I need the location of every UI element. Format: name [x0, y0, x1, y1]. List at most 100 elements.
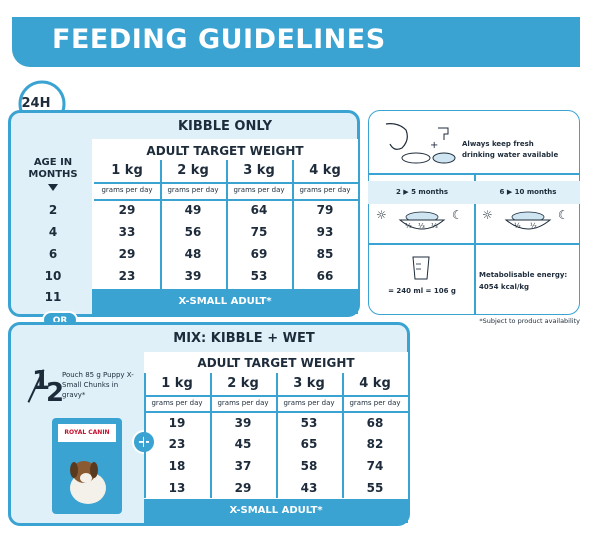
sun-icon: ☼: [482, 208, 493, 222]
divider: [292, 160, 294, 289]
table-cell: 93: [316, 225, 334, 239]
table-cell: 43: [300, 481, 318, 495]
sun-icon: ☼: [376, 208, 387, 222]
table-cell: 85: [316, 247, 334, 261]
table-cell: 33: [118, 225, 136, 239]
brand-logo: ROYAL CANIN: [58, 424, 116, 442]
table-cell: 29: [118, 203, 136, 217]
divider: [276, 373, 278, 498]
unit-label: grams per day: [233, 186, 285, 194]
weight-header: 4 kg: [309, 163, 341, 178]
badge-24h: 24H: [21, 96, 51, 111]
meal-fraction: ½: [514, 222, 521, 230]
table-cell: 23: [118, 269, 136, 283]
fraction-numerator: 1: [32, 366, 51, 396]
weight-header: 2 kg: [227, 376, 259, 391]
age-value: 6: [48, 247, 58, 261]
fraction-denominator: 2: [46, 378, 65, 408]
table-cell: 29: [234, 481, 252, 495]
unit-label: grams per day: [299, 186, 351, 194]
dog-icon: [70, 461, 106, 504]
table-cell: 55: [366, 481, 384, 495]
divider: [226, 160, 228, 289]
meal-fraction: ½: [530, 222, 537, 230]
age-label: MONTHS: [28, 169, 78, 180]
meal-fraction: ⅓: [431, 222, 438, 230]
divider: [342, 373, 344, 498]
table-cell: 66: [316, 269, 334, 283]
age-label: AGE IN: [33, 157, 73, 168]
water-note: Always keep fresh: [462, 140, 534, 148]
pouch-image: ROYAL CANIN: [52, 418, 122, 514]
bowl-icon: [504, 211, 552, 230]
pouch-text: Pouch 85 g Puppy X-Small Chunks in gravy…: [62, 371, 134, 399]
table-cell: 56: [184, 225, 202, 239]
table-cell: 19: [168, 416, 186, 430]
weight-header: 1 kg: [161, 376, 193, 391]
table-cell: 64: [250, 203, 268, 217]
table-cell: 48: [184, 247, 202, 261]
table-cell: 75: [250, 225, 268, 239]
divider: [144, 373, 146, 498]
table-cell: 53: [300, 416, 318, 430]
energy-label: Metabolisable energy:: [479, 271, 568, 279]
table-cell: 79: [316, 203, 334, 217]
table-cell: 82: [366, 437, 384, 451]
mix-footer: X-SMALL ADULT*: [144, 499, 408, 523]
table-cell: 37: [234, 459, 252, 473]
water-note: drinking water available: [462, 151, 559, 159]
water-bowl-icon: +: [385, 123, 456, 164]
kibble-subtitle: ADULT TARGET WEIGHT: [146, 144, 304, 158]
table-cell: 68: [366, 416, 384, 430]
table-cell: 45: [234, 437, 252, 451]
age-value: 11: [44, 290, 62, 304]
moon-icon: ☾: [452, 208, 463, 222]
kibble-footer: X-SMALL ADULT*: [92, 289, 358, 314]
age-value: 10: [44, 269, 62, 283]
unit-label: grams per day: [101, 186, 153, 194]
table-cell: 18: [168, 459, 186, 473]
meals-label: 2 ▶ 5 months: [395, 188, 449, 196]
page-title: FEEDING GUIDELINES: [52, 24, 386, 55]
unit-label: grams per day: [349, 399, 401, 407]
divider: [160, 160, 162, 289]
table-cell: 58: [300, 459, 318, 473]
age-value: 4: [48, 225, 58, 239]
weight-header: 3 kg: [243, 163, 275, 178]
table-cell: 39: [184, 269, 202, 283]
table-cell: 53: [250, 269, 268, 283]
table-cell: 74: [366, 459, 384, 473]
table-cell: 29: [118, 247, 136, 261]
mix-subtitle: ADULT TARGET WEIGHT: [197, 356, 355, 370]
months-band: [368, 181, 580, 204]
table-cell: 13: [168, 481, 186, 495]
table-cell: 23: [168, 437, 186, 451]
kibble-title: KIBBLE ONLY: [177, 119, 273, 134]
weight-header: 1 kg: [111, 163, 143, 178]
cup-measure: = 240 ml = 106 g: [388, 287, 456, 295]
divider: [474, 173, 476, 243]
table-cell: 39: [234, 416, 252, 430]
table-cell: 69: [250, 247, 268, 261]
weight-header: 3 kg: [293, 376, 325, 391]
age-value: 2: [48, 203, 58, 217]
moon-icon: ☾: [558, 208, 569, 222]
table-cell: 49: [184, 203, 202, 217]
unit-label: grams per day: [283, 399, 335, 407]
svg-text:+: +: [430, 140, 438, 151]
unit-label: grams per day: [217, 399, 269, 407]
availability-note: *Subject to product availability: [479, 317, 580, 325]
unit-label: grams per day: [167, 186, 219, 194]
table-cell: 65: [300, 437, 318, 451]
meals-label: 6 ▶ 10 months: [499, 188, 557, 196]
bowl-icon: [398, 211, 446, 230]
kibble-table-bg: [92, 139, 358, 314]
weight-header: 2 kg: [177, 163, 209, 178]
meal-fraction: ⅓: [418, 222, 425, 230]
weight-header: 4 kg: [359, 376, 391, 391]
header-band: [12, 17, 580, 67]
meal-fraction: ⅓: [405, 222, 412, 230]
unit-label: grams per day: [151, 399, 203, 407]
arrow-down-icon: [48, 184, 58, 191]
energy-value: 4054 kcal/kg: [479, 283, 530, 291]
